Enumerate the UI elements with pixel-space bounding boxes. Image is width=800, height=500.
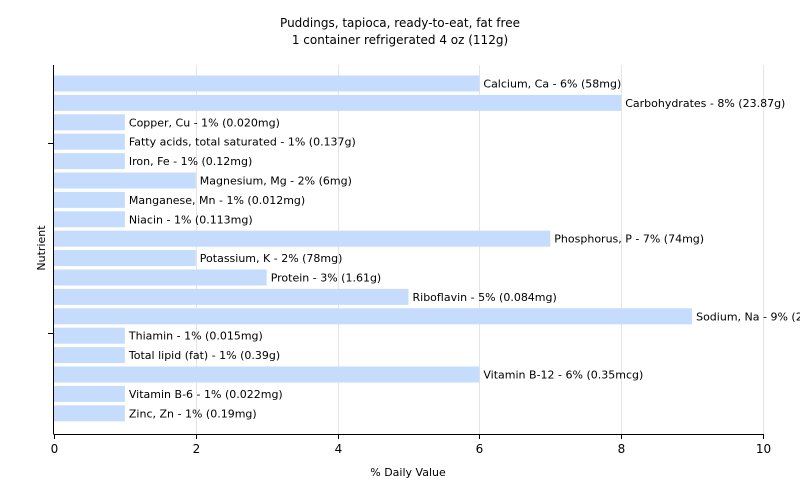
bar xyxy=(54,133,125,150)
bar xyxy=(54,114,125,131)
bar-label: Total lipid (fat) - 1% (0.39g) xyxy=(128,349,280,362)
bar xyxy=(54,172,196,189)
bar xyxy=(54,385,125,402)
chart-title: Puddings, tapioca, ready-to-eat, fat fre… xyxy=(280,16,520,30)
bar xyxy=(54,405,125,422)
bar xyxy=(54,366,480,383)
bar xyxy=(54,250,196,267)
bar xyxy=(54,269,267,286)
bar xyxy=(54,327,125,344)
bar xyxy=(54,191,125,208)
bar xyxy=(54,347,125,364)
bar-label: Manganese, Mn - 1% (0.012mg) xyxy=(129,194,305,207)
bar-label: Phosphorus, P - 7% (74mg) xyxy=(554,233,704,246)
bar xyxy=(54,230,551,247)
bar-label: Copper, Cu - 1% (0.020mg) xyxy=(129,116,280,129)
bar-label: Thiamin - 1% (0.015mg) xyxy=(128,330,263,343)
bar xyxy=(54,288,409,305)
bar-label: Fatty acids, total saturated - 1% (0.137… xyxy=(129,136,356,149)
x-tick-label: 6 xyxy=(476,442,484,456)
bars: Calcium, Ca - 6% (58mg) Carbohydrates - 8… xyxy=(54,75,800,422)
bar-label: Iron, Fe - 1% (0.12mg) xyxy=(129,155,252,168)
x-tick-label: 0 xyxy=(51,442,59,456)
axes xyxy=(48,65,764,439)
bar-label: Potassium, K - 2% (78mg) xyxy=(200,252,343,265)
bar-label: Calcium, Ca - 6% (58mg) xyxy=(483,78,621,91)
x-tick-label: 4 xyxy=(335,442,343,456)
x-tick-label: 2 xyxy=(193,442,201,456)
bar-label: Protein - 3% (1.61g) xyxy=(271,272,382,285)
bar-label: Niacin - 1% (0.113mg) xyxy=(129,213,253,226)
bar-label: Vitamin B-12 - 6% (0.35mcg) xyxy=(483,369,643,382)
bar xyxy=(54,153,125,170)
bar xyxy=(54,211,125,228)
x-tick-label: 10 xyxy=(756,442,771,456)
x-axis-label: % Daily Value xyxy=(370,466,446,479)
y-axis-label: Nutrient xyxy=(35,225,48,271)
x-tick-label: 8 xyxy=(618,442,626,456)
x-tick-labels: 0 2 4 6 8 10 xyxy=(51,442,771,456)
bar-label: Zinc, Zn - 1% (0.19mg) xyxy=(129,407,257,420)
bar xyxy=(54,94,622,111)
bar-label: Riboflavin - 5% (0.084mg) xyxy=(413,291,557,304)
chart-subtitle: 1 container refrigerated 4 oz (112g) xyxy=(292,33,508,47)
bar-label: Vitamin B-6 - 1% (0.022mg) xyxy=(129,388,283,401)
bar xyxy=(54,308,693,325)
bar-label: Carbohydrates - 8% (23.87g) xyxy=(625,97,785,110)
bar-label: Sodium, Na - 9% (209mg) xyxy=(696,310,800,323)
bar xyxy=(54,75,480,92)
bar-label: Magnesium, Mg - 2% (6mg) xyxy=(200,175,352,188)
